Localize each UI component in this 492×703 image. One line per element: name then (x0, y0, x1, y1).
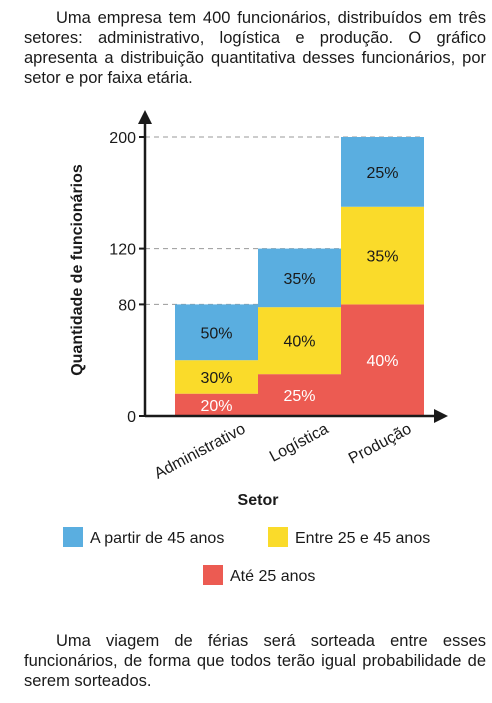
segment-label-1-0: 25% (283, 388, 315, 405)
segment-labels: 20% 30% 50% 25% 40% 35% 40% 35% 25% (200, 165, 398, 415)
segment-label-0-1: 30% (200, 370, 232, 387)
outro-paragraph: Uma viagem de férias será sorteada entre… (24, 631, 486, 691)
x-tick-label-2: Produção (346, 420, 415, 467)
legend-label-2: Até 25 anos (230, 568, 315, 585)
bars (175, 137, 424, 416)
bar-segment-1-1 (258, 307, 341, 375)
bar-segment-0-2 (175, 304, 258, 361)
bar-segment-1-0 (258, 374, 341, 416)
x-axis-arrow (434, 409, 448, 423)
x-tick-label-0: Administrativo (152, 420, 249, 482)
y-tick-label-3: 200 (109, 130, 136, 147)
legend-label-1: Entre 25 e 45 anos (295, 530, 430, 547)
bar-segment-0-1 (175, 360, 258, 394)
intro-text: Uma empresa tem 400 funcionários, distri… (24, 9, 486, 87)
y-tick-label-0: 0 (127, 409, 136, 426)
x-axis-label: Setor (238, 492, 279, 509)
bar-segment-1-2 (258, 248, 341, 308)
segment-label-1-2: 35% (283, 271, 315, 288)
axes (138, 110, 448, 423)
y-tick-labels: 0 80 120 200 (109, 130, 136, 426)
x-tick-labels: Administrativo Logística Produção (152, 420, 415, 482)
legend: A partir de 45 anos Entre 25 e 45 anos Até… (63, 527, 430, 585)
y-axis-label: Quantidade de funcionários (69, 164, 86, 376)
segment-label-2-2: 25% (366, 165, 398, 182)
bar-segment-2-0 (341, 304, 424, 416)
bar-segment-2-1 (341, 206, 424, 305)
stacked-bar-chart: 20% 30% 50% 25% 40% 35% 40% 35% 25% 0 80 120 200 Ad… (63, 110, 448, 585)
bar-segment-2-2 (341, 137, 424, 207)
x-tick-label-1: Logística (267, 420, 332, 465)
legend-swatch-2 (203, 565, 223, 585)
y-tick-label-2: 120 (109, 242, 136, 259)
y-axis-arrow (138, 110, 152, 124)
legend-swatch-1 (268, 527, 288, 547)
intro-paragraph: Uma empresa tem 400 funcionários, distri… (24, 8, 486, 88)
segment-label-2-0: 40% (366, 353, 398, 370)
segment-label-0-0: 20% (200, 398, 232, 415)
legend-swatch-0 (63, 527, 83, 547)
segment-label-0-2: 50% (200, 325, 232, 342)
outro-text: Uma viagem de férias será sorteada entre… (24, 632, 486, 690)
legend-label-0: A partir de 45 anos (90, 530, 224, 547)
bar-segment-0-0 (175, 393, 258, 416)
y-tick-label-1: 80 (118, 297, 136, 314)
segment-label-1-1: 40% (283, 334, 315, 351)
segment-label-2-1: 35% (366, 249, 398, 266)
